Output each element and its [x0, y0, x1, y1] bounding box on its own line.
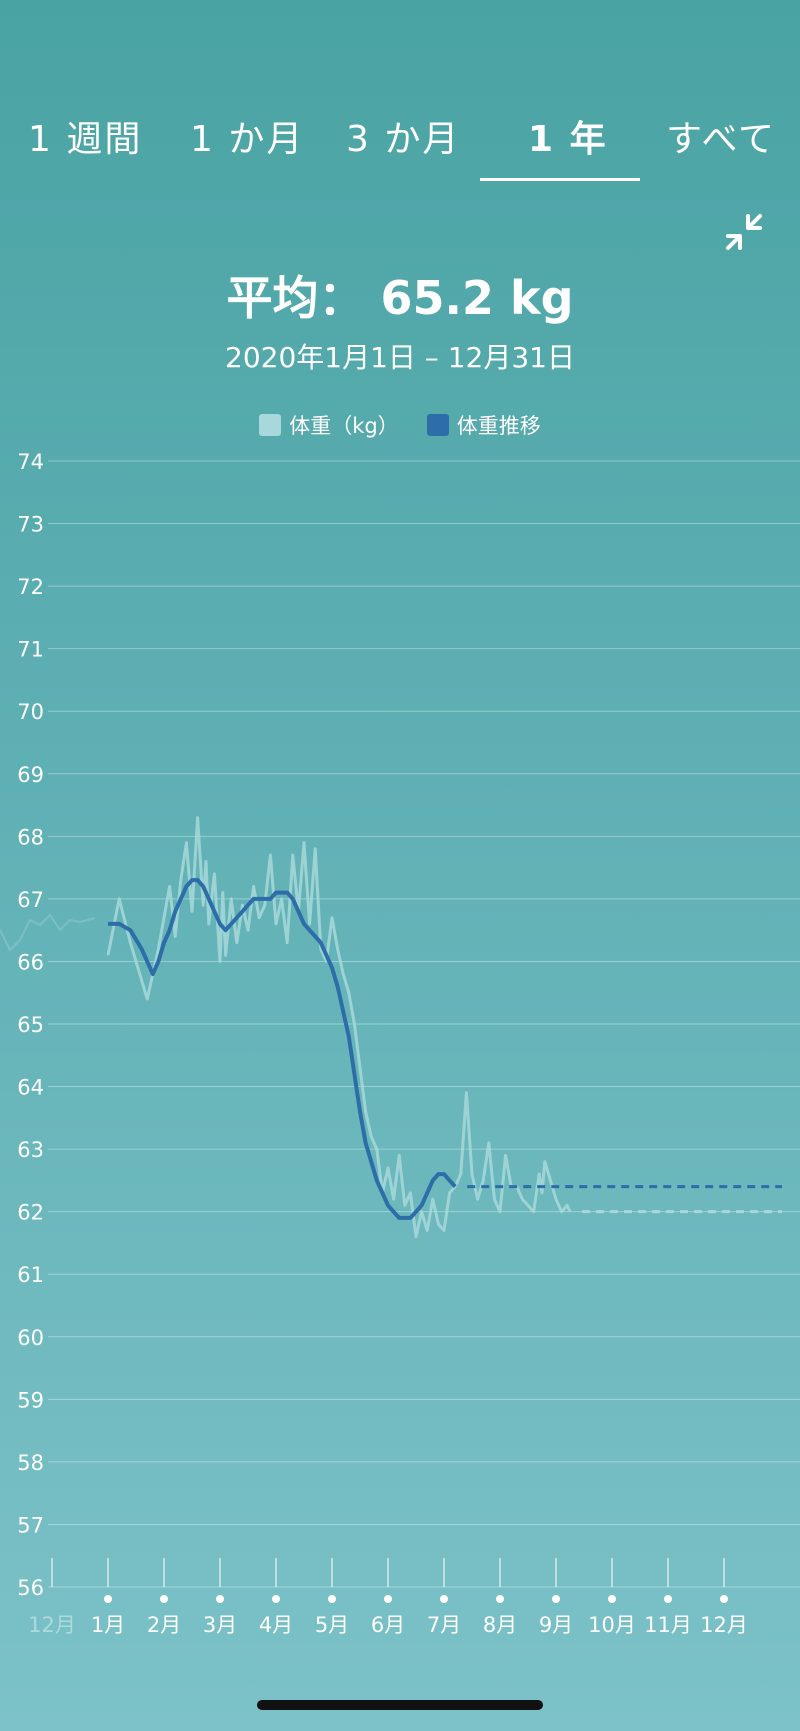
x-tick-dot: [440, 1595, 448, 1603]
legend-item-trend: 体重推移: [426, 410, 541, 440]
x-tick-dot: [272, 1595, 280, 1603]
y-tick-label: 66: [17, 950, 44, 974]
legend-label-trend: 体重推移: [456, 414, 541, 438]
x-tick-dot: [328, 1595, 336, 1603]
y-tick-label: 68: [17, 825, 44, 849]
collapse-arrows-icon[interactable]: [722, 210, 766, 254]
x-tick-label-previous: 12月: [28, 1613, 76, 1637]
y-tick-label: 73: [17, 513, 44, 537]
x-tick-dot: [216, 1595, 224, 1603]
x-tick-label: 7月: [427, 1613, 461, 1637]
chart-legend: 体重（kg） 体重推移: [0, 410, 800, 440]
tab-1-year[interactable]: 1 年: [528, 119, 608, 160]
previous-year-fragment: [0, 913, 96, 952]
y-tick-label: 56: [17, 1576, 44, 1600]
tab-3-months[interactable]: 3 か月: [346, 119, 461, 160]
x-tick-dot: [720, 1595, 728, 1603]
x-tick-dot: [552, 1595, 560, 1603]
x-tick-label: 11月: [644, 1613, 692, 1637]
y-tick-label: 60: [17, 1326, 44, 1350]
x-tick-label: 12月: [700, 1613, 748, 1637]
x-tick-dot: [160, 1595, 168, 1603]
x-tick-label: 8月: [483, 1613, 517, 1637]
y-tick-label: 71: [17, 638, 44, 662]
tab-1-week[interactable]: 1 週間: [28, 119, 143, 160]
y-tick-label: 63: [17, 1138, 44, 1162]
x-tick-dot: [664, 1595, 672, 1603]
x-tick-label: 9月: [539, 1613, 573, 1637]
x-tick-label: 2月: [147, 1613, 181, 1637]
date-range: 2020年1月1日 – 12月31日: [225, 341, 575, 374]
y-tick-label: 61: [17, 1263, 44, 1287]
active-tab-indicator: [480, 178, 640, 181]
tab-all[interactable]: すべて: [666, 119, 777, 160]
y-tick-label: 74: [17, 450, 44, 474]
trend-line: [108, 878, 457, 1220]
x-tick-label: 4月: [259, 1613, 293, 1637]
x-tick-label: 1月: [91, 1613, 125, 1637]
x-tick-dot: [384, 1595, 392, 1603]
x-tick-label: 3月: [203, 1613, 237, 1637]
x-tick-dot: [104, 1595, 112, 1603]
y-tick-label: 67: [17, 888, 44, 912]
legend-swatch-raw: [259, 414, 282, 436]
y-tick-label: 69: [17, 763, 44, 787]
y-tick-label: 58: [17, 1451, 44, 1475]
x-tick-dot: [608, 1595, 616, 1603]
y-tick-label: 72: [17, 575, 44, 599]
time-range-tabs: 1 週間 1 か月 3 か月 1 年 すべて: [0, 0, 800, 182]
x-tick-label: 6月: [371, 1613, 405, 1637]
tab-1-month[interactable]: 1 か月: [190, 119, 305, 160]
y-tick-label: 62: [17, 1201, 44, 1225]
average-weight: 平均： 65.2 kg: [226, 271, 574, 325]
legend-label-raw: 体重（kg）: [289, 414, 399, 438]
legend-swatch-trend: [426, 414, 449, 436]
x-tick-label: 5月: [315, 1613, 349, 1637]
y-tick-label: 64: [17, 1076, 44, 1100]
y-tick-label: 59: [17, 1388, 44, 1412]
x-tick-label: 10月: [588, 1613, 636, 1637]
x-tick-dot: [496, 1595, 504, 1603]
y-tick-label: 70: [17, 700, 44, 724]
raw-weight-line: [106, 816, 572, 1239]
y-tick-label: 65: [17, 1013, 44, 1037]
home-indicator: [257, 1700, 543, 1710]
y-tick-label: 57: [17, 1513, 44, 1537]
legend-item-raw: 体重（kg）: [259, 410, 399, 440]
